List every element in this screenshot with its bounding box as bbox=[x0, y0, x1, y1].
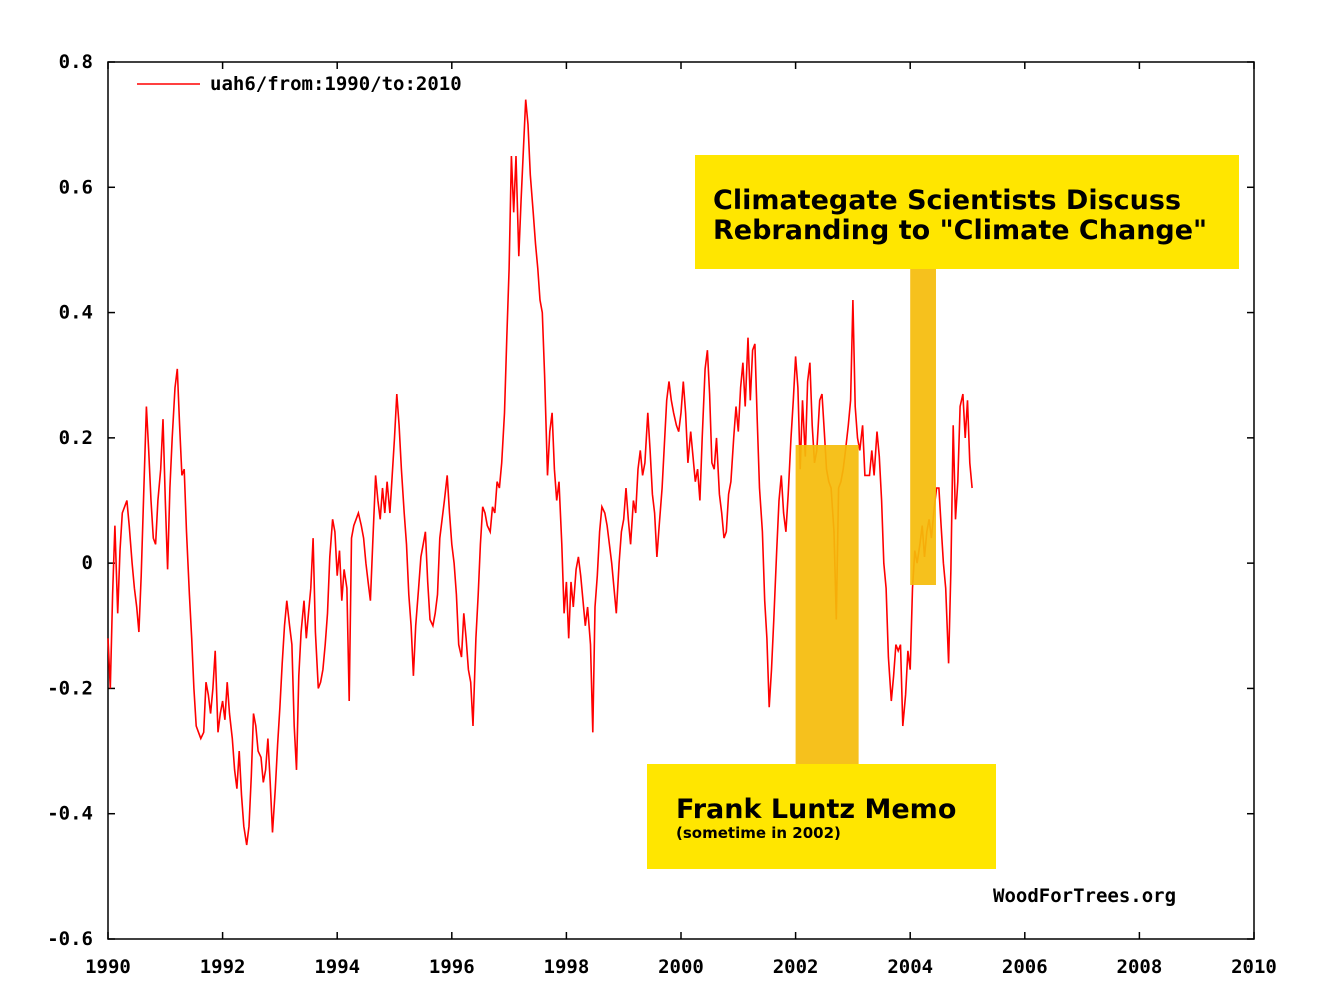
y-tick-label: 0.8 bbox=[59, 51, 93, 73]
x-tick-label: 1994 bbox=[314, 956, 360, 978]
climategate-box bbox=[695, 155, 1239, 269]
luntz-box bbox=[647, 764, 996, 869]
legend: uah6/from:1990/to:2010 bbox=[137, 73, 462, 95]
luntz-subtitle: (sometime in 2002) bbox=[676, 824, 841, 842]
climategate-band bbox=[910, 269, 936, 585]
y-tick-label: -0.4 bbox=[47, 803, 93, 825]
x-tick-label: 1990 bbox=[85, 956, 131, 978]
y-tick-label: 0.4 bbox=[59, 302, 93, 324]
x-tick-label: 2006 bbox=[1002, 956, 1048, 978]
x-tick-label: 2008 bbox=[1117, 956, 1163, 978]
legend-label: uah6/from:1990/to:2010 bbox=[210, 73, 462, 95]
credit-text: WoodForTrees.org bbox=[993, 885, 1176, 907]
annotation-boxes: Climategate Scientists Discuss Rebrandin… bbox=[647, 155, 1239, 869]
y-tick-label: -0.6 bbox=[47, 928, 93, 950]
x-tick-label: 1998 bbox=[544, 956, 590, 978]
x-tick-label: 2010 bbox=[1231, 956, 1277, 978]
x-tick-label: 2004 bbox=[887, 956, 933, 978]
x-tick-label: 2002 bbox=[773, 956, 819, 978]
y-tick-label: 0 bbox=[82, 552, 93, 574]
annotation-bands bbox=[795, 269, 936, 764]
y-tick-label: -0.2 bbox=[47, 677, 93, 699]
climategate-line-1: Climategate Scientists Discuss bbox=[713, 185, 1181, 216]
luntz-band bbox=[795, 445, 859, 764]
luntz-title: Frank Luntz Memo bbox=[676, 794, 956, 825]
climategate-line-2: Rebranding to "Climate Change" bbox=[713, 215, 1207, 246]
x-tick-label: 1996 bbox=[429, 956, 475, 978]
x-tick-label: 2000 bbox=[658, 956, 704, 978]
y-tick-label: 0.2 bbox=[59, 427, 93, 449]
x-tick-label: 1992 bbox=[200, 956, 246, 978]
y-tick-label: 0.6 bbox=[59, 176, 93, 198]
axes: 0.8 0.6 0.4 0.2 0 -0.2 -0.4 -0.6 1990 1992 1994 199… bbox=[47, 51, 1277, 978]
